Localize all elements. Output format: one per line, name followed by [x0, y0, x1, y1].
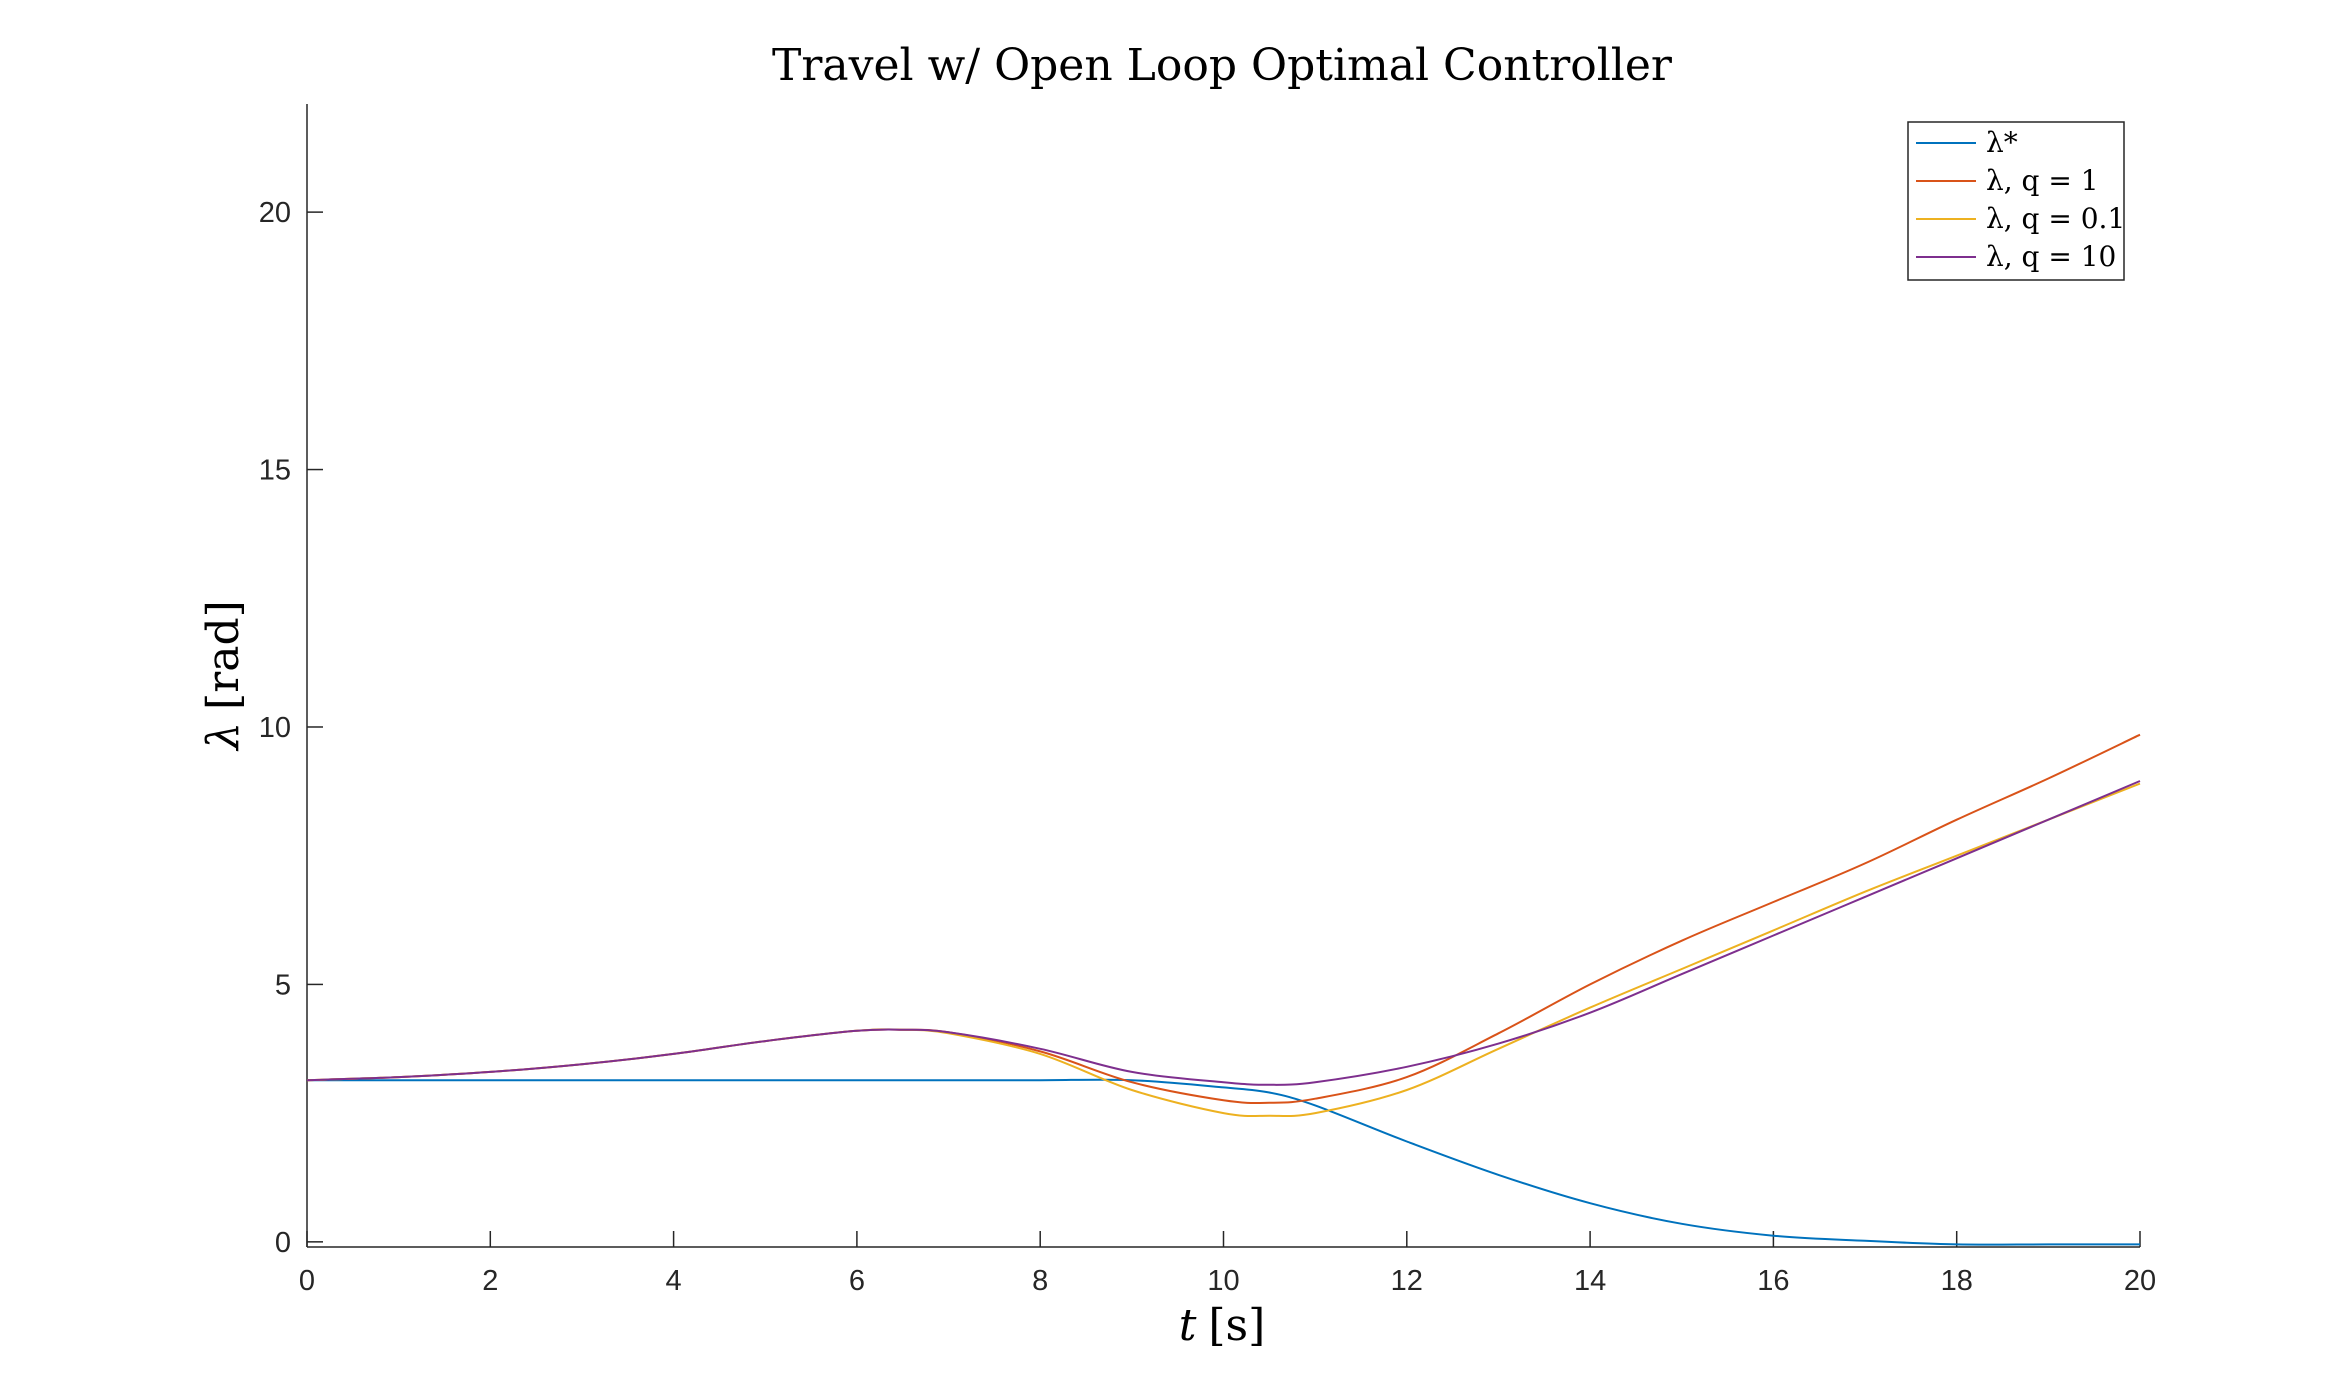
y-tick-label: 15 — [259, 455, 291, 487]
y-tick-label: 5 — [275, 969, 291, 1001]
x-tick-label: 2 — [482, 1265, 498, 1297]
legend-label: λ, q = 10 — [1986, 240, 2116, 273]
x-tick-label: 8 — [1032, 1265, 1048, 1297]
series-line-2 — [306, 733, 2141, 1105]
y-ticks: 0 5 10 15 20 — [259, 197, 323, 1259]
series-line-3 — [306, 782, 2141, 1118]
x-ticks: 0 2 4 6 8 10 12 14 16 18 20 — [299, 1231, 2156, 1297]
series-lines — [306, 733, 2141, 1246]
x-tick-label: 12 — [1391, 1265, 1423, 1297]
legend: λ* λ, q = 1 λ, q = 0.1 λ, q = 10 — [1907, 121, 2125, 281]
x-tick-label: 18 — [1941, 1265, 1973, 1297]
series-line-4 — [306, 780, 2141, 1086]
legend-box — [1907, 121, 2125, 281]
legend-label: λ, q = 0.1 — [1986, 202, 2125, 235]
y-tick-label: 20 — [259, 197, 291, 229]
y-tick-label: 10 — [259, 712, 291, 744]
y-tick-label: 0 — [275, 1227, 291, 1259]
x-tick-label: 0 — [299, 1265, 315, 1297]
legend-label: λ* — [1986, 126, 2018, 159]
x-axis-label: t [s] — [1179, 1300, 1266, 1351]
x-tick-label: 4 — [666, 1265, 682, 1297]
chart-title: Travel w/ Open Loop Optimal Controller — [772, 40, 1673, 91]
x-tick-label: 16 — [1757, 1265, 1789, 1297]
y-axis-label: λ[rad] — [198, 600, 249, 752]
x-tick-label: 14 — [1574, 1265, 1606, 1297]
x-tick-label: 6 — [849, 1265, 865, 1297]
plot-area: 0 2 4 6 8 10 12 14 16 18 20 0 5 10 15 20 — [259, 104, 2156, 1297]
x-tick-label: 10 — [1207, 1265, 1239, 1297]
series-line-1 — [306, 1078, 2140, 1246]
x-tick-label: 20 — [2124, 1265, 2156, 1297]
legend-label: λ, q = 1 — [1986, 164, 2099, 197]
